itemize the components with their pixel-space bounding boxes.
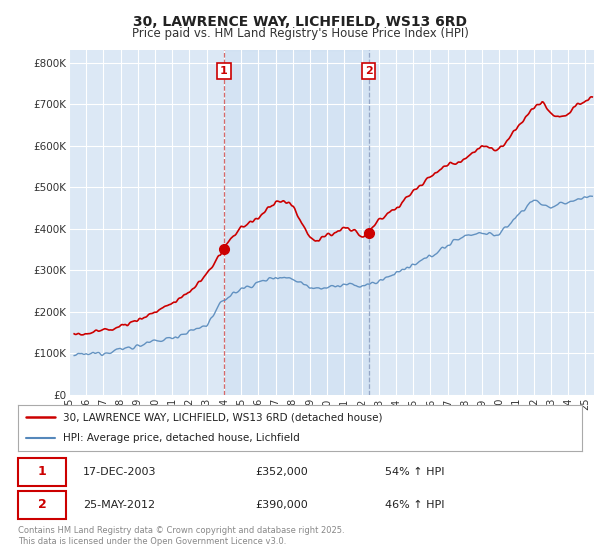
Text: Contains HM Land Registry data © Crown copyright and database right 2025.
This d: Contains HM Land Registry data © Crown c… [18, 526, 344, 546]
Text: HPI: Average price, detached house, Lichfield: HPI: Average price, detached house, Lich… [63, 433, 300, 444]
Text: 25-MAY-2012: 25-MAY-2012 [83, 500, 155, 510]
FancyBboxPatch shape [18, 458, 66, 486]
Bar [224, 50, 368, 395]
Text: 2: 2 [38, 498, 47, 511]
Text: 1: 1 [220, 66, 228, 76]
Text: 54% ↑ HPI: 54% ↑ HPI [385, 467, 444, 477]
Text: 1: 1 [38, 465, 47, 478]
Text: 30, LAWRENCE WAY, LICHFIELD, WS13 6RD (detached house): 30, LAWRENCE WAY, LICHFIELD, WS13 6RD (d… [63, 412, 383, 422]
Text: 2: 2 [365, 66, 373, 76]
Text: £352,000: £352,000 [255, 467, 308, 477]
Text: 46% ↑ HPI: 46% ↑ HPI [385, 500, 444, 510]
FancyBboxPatch shape [18, 491, 66, 519]
Text: £390,000: £390,000 [255, 500, 308, 510]
Text: 30, LAWRENCE WAY, LICHFIELD, WS13 6RD: 30, LAWRENCE WAY, LICHFIELD, WS13 6RD [133, 15, 467, 29]
Text: 17-DEC-2003: 17-DEC-2003 [83, 467, 157, 477]
Text: Price paid vs. HM Land Registry's House Price Index (HPI): Price paid vs. HM Land Registry's House … [131, 27, 469, 40]
